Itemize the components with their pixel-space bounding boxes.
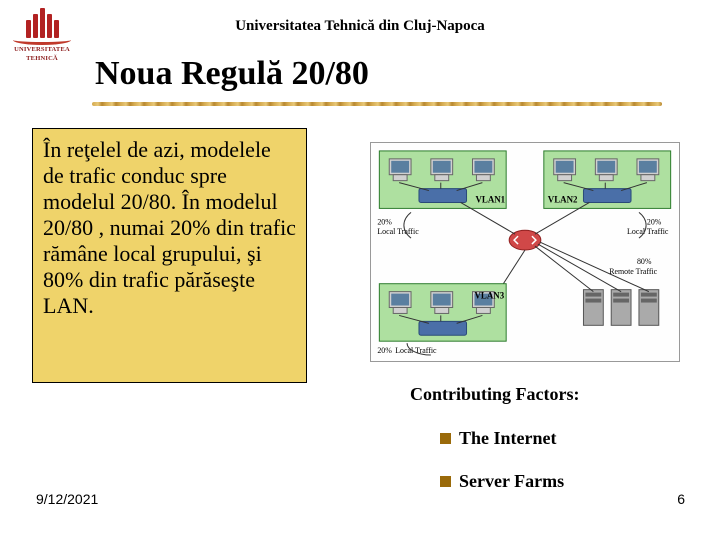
vlan2-pct: 20% — [647, 217, 662, 226]
vlan2-label: VLAN2 — [548, 194, 578, 204]
switch-icon — [419, 321, 467, 335]
switch-icon — [419, 189, 467, 203]
remote-sub: Remote Traffic — [609, 267, 657, 276]
vlan3-label: VLAN3 — [474, 291, 504, 301]
list-item: Server Farms — [440, 471, 564, 492]
footer-page-number: 6 — [677, 491, 685, 507]
switch-icon — [583, 189, 631, 203]
vlan1-sub: Local Traffic — [377, 227, 419, 236]
vlan3-pct: 20% — [377, 346, 392, 355]
title-underline — [92, 102, 662, 106]
body-text: În reţelel de azi, modelele de trafic co… — [43, 137, 296, 319]
list-item-label: The Internet — [459, 428, 557, 449]
contributing-list: The Internet Server Farms — [440, 428, 564, 514]
list-item-label: Server Farms — [459, 471, 564, 492]
remote-pct: 80% — [637, 257, 652, 266]
university-name: Universitatea Tehnică din Cluj-Napoca — [0, 18, 720, 35]
logo-text-1: UNIVERSITATEA — [14, 47, 70, 54]
vlan1-pct: 20% — [377, 217, 392, 226]
server-icon — [639, 290, 659, 326]
list-item: The Internet — [440, 428, 564, 449]
vlan3-sub: Local Traffic — [395, 346, 437, 355]
vlan2-sub: Local Traffic — [627, 227, 669, 236]
body-text-box: În reţelel de azi, modelele de trafic co… — [32, 128, 307, 383]
logo-arc — [13, 35, 71, 45]
server-icon — [611, 290, 631, 326]
slide-title: Noua Regulă 20/80 — [95, 55, 369, 93]
bullet-icon — [440, 433, 451, 444]
contributing-title: Contributing Factors: — [410, 384, 580, 405]
bullet-icon — [440, 476, 451, 487]
logo-text-2: TEHNICĂ — [26, 56, 58, 63]
footer-date: 9/12/2021 — [36, 491, 98, 507]
server-icon — [583, 290, 603, 326]
network-diagram: VLAN1 20% Local Traffic VLAN2 20% Local … — [370, 142, 680, 362]
vlan1-label: VLAN1 — [475, 194, 505, 204]
